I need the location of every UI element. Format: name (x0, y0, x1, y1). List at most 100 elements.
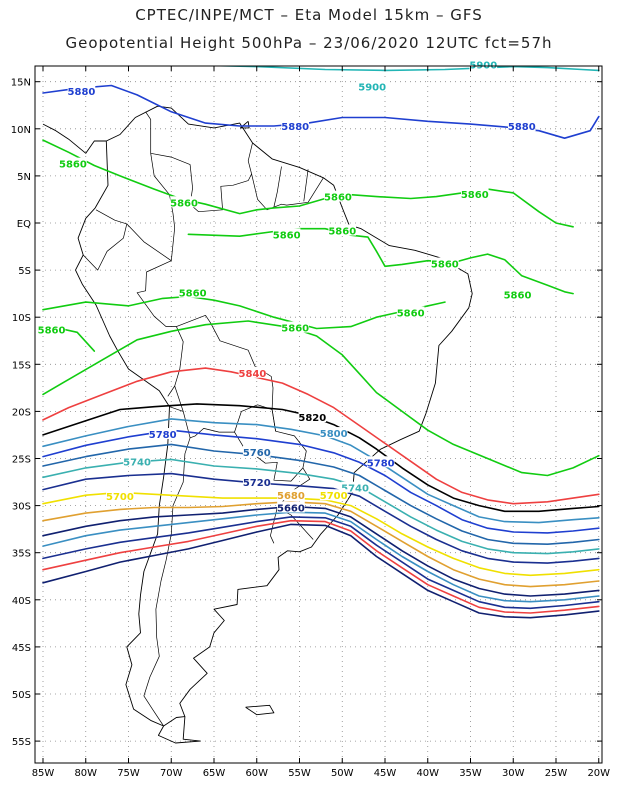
contour-label: 5900 (358, 82, 386, 93)
height-contour (42, 84, 600, 139)
contour-label: 5860 (273, 230, 301, 241)
contour-label-bg (277, 489, 305, 501)
lon-tick-label: 70W (160, 768, 183, 779)
height-contour (42, 403, 600, 513)
country-border (174, 385, 307, 482)
contour-label-bg (277, 501, 305, 513)
contour-label-bg (298, 411, 327, 423)
coastline (240, 120, 250, 129)
height-contour (42, 519, 600, 614)
contour-label-bg (319, 427, 348, 439)
contour-label: 5740 (123, 457, 151, 468)
contour-label-bg (148, 428, 177, 440)
contour-label-bg (281, 321, 310, 333)
lat-tick-label: 20S (12, 407, 31, 418)
contour-label: 5860 (281, 324, 309, 335)
lon-tick-label: 45W (374, 768, 397, 779)
country-border (82, 209, 128, 271)
contour-label: 5860 (170, 198, 198, 209)
contour-label-bg (37, 323, 66, 335)
contour-label: 5880 (281, 122, 309, 133)
lat-tick-label: 50S (12, 690, 31, 701)
coastlines (42, 37, 473, 744)
contour-label: 5700 (106, 492, 134, 503)
height-contour (42, 523, 600, 619)
lon-tick-label: 25W (545, 768, 568, 779)
contour-label: 5740 (341, 484, 369, 495)
lon-tick-label: 35W (459, 768, 482, 779)
country-border (273, 166, 282, 208)
contour-label: 5860 (38, 325, 66, 336)
contour-label: 5780 (367, 458, 395, 469)
country-borders (82, 111, 324, 727)
height-contour (200, 66, 600, 72)
height-contour (187, 227, 574, 295)
contour-label-bg (503, 288, 532, 300)
lon-tick-label: 60W (245, 768, 268, 779)
lon-tick-label: 80W (74, 768, 97, 779)
height-contour (42, 511, 600, 603)
lon-tick-label: 85W (32, 768, 55, 779)
axis-ticks: 15N 10N 5N EQ 5S 10S 15S 20S 25S 30S 35S 40S 45S 50S 5… (11, 66, 610, 779)
coastline (137, 37, 185, 52)
lon-tick-label: 65W (203, 768, 226, 779)
contour-label: 5860 (431, 260, 459, 271)
contour-label: 5700 (320, 491, 348, 502)
lat-tick-label: 55S (12, 737, 31, 748)
contour-label: 5860 (324, 193, 352, 204)
contour-label-bg (242, 445, 271, 457)
height-contour (42, 418, 600, 524)
coastline (42, 123, 107, 154)
lat-tick-label: 25S (12, 455, 31, 466)
contour-label: 5800 (320, 429, 348, 440)
lat-tick-label: 35S (12, 549, 31, 560)
contour-label-bg (460, 187, 489, 199)
contour-label: 5880 (508, 122, 536, 133)
contour-label-bg (106, 490, 134, 502)
country-border (271, 409, 276, 432)
lat-tick-label: 10N (11, 125, 31, 136)
lat-tick-label: 5N (17, 172, 31, 183)
lon-tick-label: 75W (117, 768, 140, 779)
contour-label-bg (341, 481, 369, 493)
country-border (126, 223, 172, 261)
contour-label: 5840 (239, 369, 267, 380)
country-border (143, 437, 191, 727)
height-contour (42, 458, 600, 555)
contour-label: 5880 (68, 87, 96, 98)
contour-label: 5860 (328, 227, 356, 238)
contour-label: 5680 (277, 491, 305, 502)
contour-label-bg (366, 456, 395, 468)
lat-tick-label: 15S (12, 360, 31, 371)
contour-label: 5660 (277, 503, 305, 514)
lat-tick-label: EQ (17, 219, 31, 230)
contour-label-bg (59, 157, 87, 169)
height-contour (42, 295, 446, 330)
country-border (145, 111, 253, 213)
height-contour (42, 505, 600, 597)
height-contour (42, 516, 600, 610)
lat-tick-label: 15N (11, 78, 31, 89)
contour-label-bg (328, 224, 357, 236)
country-border (251, 173, 324, 211)
height-contour (42, 367, 600, 505)
lat-tick-label: 10S (12, 313, 31, 324)
height-contour (42, 501, 600, 588)
contour-label: 5780 (149, 430, 177, 441)
coastline (195, 49, 209, 54)
lat-tick-label: 45S (12, 643, 31, 654)
contour-label: 5720 (243, 478, 271, 489)
lat-tick-label: 5S (18, 266, 31, 277)
lon-tick-label: 20W (587, 768, 610, 779)
contour-label-bg (358, 80, 386, 92)
contour-label: 5820 (298, 413, 326, 424)
contour-label: 5860 (461, 190, 489, 201)
height-contour (42, 443, 600, 545)
contour-label-bg (508, 119, 536, 131)
contour-label: 5860 (504, 291, 532, 302)
map-frame (34, 65, 603, 764)
lat-tick-label: 30S (12, 502, 31, 513)
country-border (270, 507, 278, 544)
